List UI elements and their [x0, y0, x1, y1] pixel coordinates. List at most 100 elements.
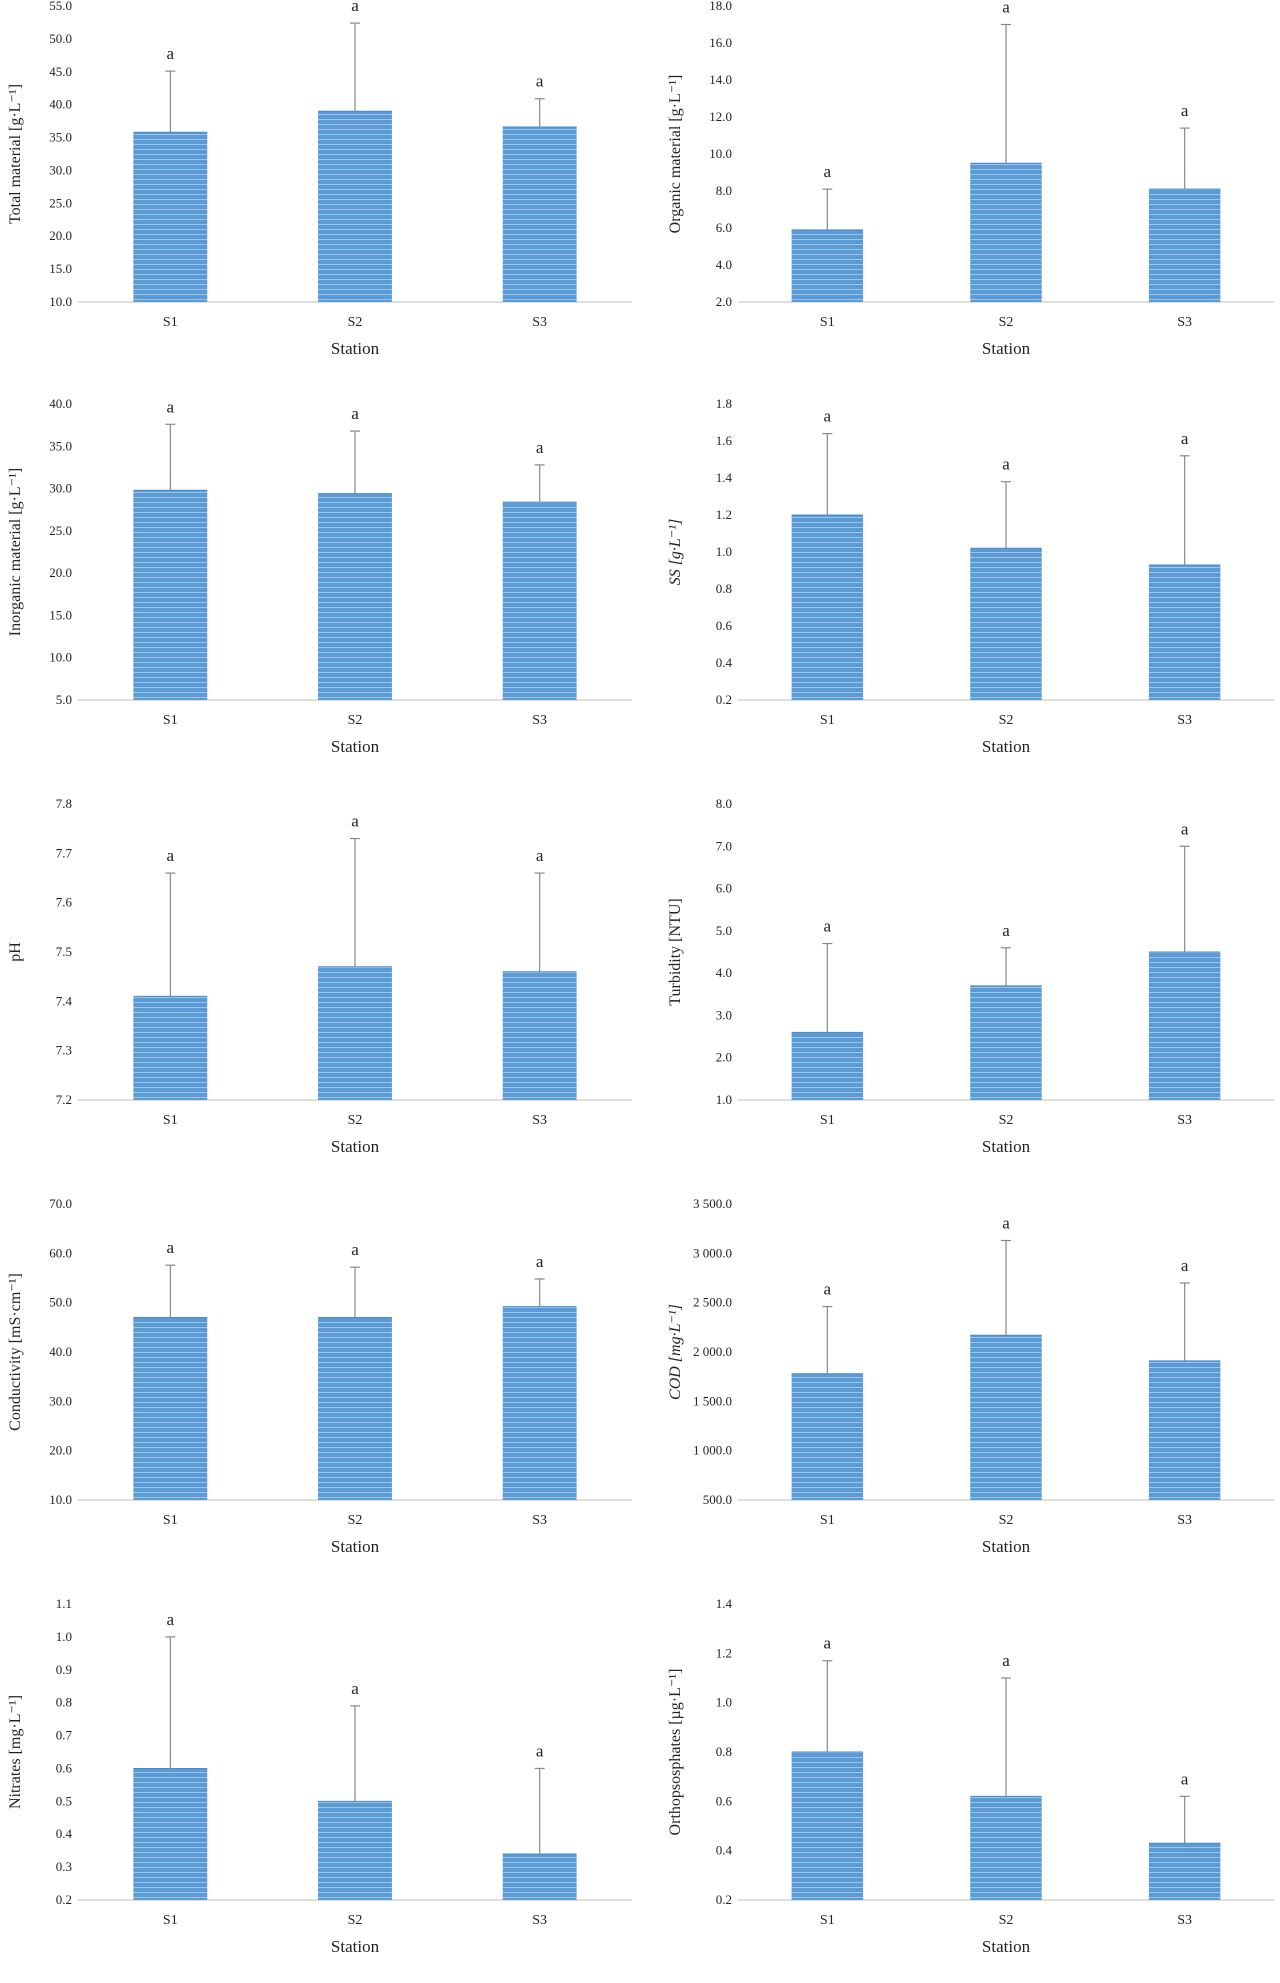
bar-s2	[318, 1317, 392, 1500]
significance-letter: a	[1181, 429, 1189, 448]
y-tick-label: 20.0	[49, 1443, 72, 1458]
y-tick-label: 0.3	[56, 1859, 72, 1874]
bar-s1	[133, 490, 208, 700]
x-category-label: S1	[820, 1913, 835, 1928]
y-tick-label: 7.2	[56, 1092, 72, 1107]
y-tick-label: 15.0	[49, 607, 72, 622]
y-tick-label: 1.0	[716, 1092, 732, 1107]
y-tick-label: 16.0	[709, 35, 732, 50]
y-tick-label: 1 500.0	[693, 1393, 732, 1408]
x-category-label: S3	[532, 315, 547, 330]
bar-s3	[502, 127, 577, 302]
bar-s1	[791, 1032, 864, 1100]
y-tick-label: 3 500.0	[693, 1198, 732, 1211]
chart-svg-3: 5.0 10.0 15.0 20.0 25.0 30.0 35.0 40.0 a S1 a S2 a S3…	[7, 396, 632, 756]
y-tick-label: 0.8	[716, 581, 732, 596]
y-tick-label: 18.0	[709, 0, 732, 13]
bar-s1	[791, 229, 864, 302]
significance-letter: a	[351, 812, 359, 831]
chart-panel-2: 2.0 4.0 6.0 8.0 10.0 12.0 14.0 16.0 18.0 a S1 a S2 a S…	[640, 0, 1280, 365]
y-tick-label: 2 000.0	[693, 1344, 732, 1359]
significance-letter: a	[536, 438, 544, 457]
y-tick-label: 14.0	[709, 72, 732, 87]
y-axis-title: Total material [g·L⁻¹]	[7, 84, 24, 224]
y-tick-label: 1.0	[56, 1629, 72, 1644]
y-axis-title: Turbidity [NTU]	[667, 898, 684, 1005]
chart-panel-5: 7.2 7.3 7.4 7.5 7.6 7.7 7.8 a S1 a S2 a S3 Station pH	[0, 796, 640, 1163]
y-tick-label: 7.6	[56, 895, 73, 910]
y-tick-label: 2.0	[716, 294, 732, 309]
y-tick-label: 55.0	[49, 0, 72, 13]
y-tick-label: 0.7	[56, 1728, 73, 1743]
significance-letter: a	[167, 398, 175, 416]
bar-s1	[791, 1373, 864, 1500]
significance-letter: a	[351, 404, 359, 423]
y-tick-label: 2 500.0	[693, 1295, 732, 1310]
chart-svg-6: 1.0 2.0 3.0 4.0 5.0 6.0 7.0 8.0 a S1 a S2 a S3 Station…	[667, 796, 1274, 1156]
significance-letter: a	[351, 1240, 359, 1259]
x-axis-title: Station	[982, 737, 1031, 756]
y-tick-label: 40.0	[49, 1344, 72, 1359]
y-tick-label: 70.0	[49, 1198, 72, 1211]
y-tick-label: 35.0	[49, 438, 72, 453]
x-category-label: S2	[999, 1113, 1014, 1128]
y-tick-label: 0.5	[56, 1793, 72, 1808]
chart-svg-4: 0.2 0.4 0.6 0.8 1.0 1.2 1.4 1.6 1.8 a S1 a S2 a S3 Stat…	[667, 396, 1274, 756]
x-category-label: S1	[820, 1513, 835, 1528]
bar-s3	[502, 1853, 577, 1900]
significance-letter: a	[824, 1634, 832, 1653]
x-category-label: S3	[532, 1113, 547, 1128]
x-axis-title: Station	[982, 1937, 1031, 1956]
significance-letter: a	[536, 846, 544, 865]
x-category-label: S2	[348, 713, 363, 728]
y-tick-label: 0.2	[56, 1892, 72, 1907]
x-category-label: S2	[999, 713, 1014, 728]
y-axis-title: SS [g·L⁻¹]	[667, 519, 684, 586]
x-category-label: S1	[163, 1513, 178, 1528]
bar-s3	[1148, 1360, 1221, 1500]
significance-letter: a	[1181, 819, 1189, 838]
significance-letter: a	[167, 846, 175, 865]
x-category-label: S2	[999, 1913, 1014, 1928]
significance-letter: a	[824, 917, 832, 936]
y-tick-label: 1.2	[716, 1645, 732, 1660]
chart-panel-10: 0.2 0.4 0.6 0.8 1.0 1.2 1.4 a S1 a S2 a S3 Station Ort…	[640, 1596, 1280, 1978]
y-tick-label: 1.0	[716, 544, 732, 559]
significance-letter: a	[824, 1280, 832, 1299]
y-axis-title: Organic material [g·L⁻¹]	[667, 75, 684, 234]
x-category-label: S2	[999, 315, 1014, 330]
bar-s3	[1148, 189, 1221, 302]
chart-panel-9: 0.2 0.3 0.4 0.5 0.6 0.7 0.8 0.9 1.0 1.1 a S1 a S2 a S3 S…	[0, 1596, 640, 1978]
x-category-label: S2	[348, 315, 363, 330]
y-tick-label: 20.0	[49, 565, 72, 580]
bar-s3	[502, 502, 577, 700]
y-tick-label: 40.0	[49, 97, 72, 112]
significance-letter: a	[1181, 1769, 1189, 1788]
x-category-label: S2	[348, 1113, 363, 1128]
y-tick-label: 1.4	[716, 1598, 733, 1611]
y-tick-label: 1.0	[716, 1695, 732, 1710]
significance-letter: a	[167, 1610, 175, 1629]
x-axis-title: Station	[331, 737, 380, 756]
y-tick-label: 30.0	[49, 162, 72, 177]
x-category-label: S3	[1177, 1113, 1192, 1128]
bar-s1	[133, 996, 208, 1100]
x-category-label: S3	[1177, 713, 1192, 728]
x-category-label: S2	[348, 1513, 363, 1528]
bar-s2	[970, 548, 1042, 700]
y-tick-label: 3 000.0	[693, 1245, 732, 1260]
x-category-label: S3	[1177, 315, 1192, 330]
y-tick-label: 0.6	[716, 1793, 733, 1808]
x-axis-title: Station	[982, 1537, 1031, 1556]
significance-letter: a	[167, 44, 175, 63]
bar-s2	[318, 111, 392, 302]
chart-panel-8: 500.0 1 000.0 1 500.0 2 000.0 2 500.0 3 000.0…	[640, 1196, 1280, 1563]
x-category-label: S2	[999, 1513, 1014, 1528]
significance-letter: a	[1181, 1256, 1189, 1275]
y-tick-label: 25.0	[49, 195, 72, 210]
y-tick-label: 7.7	[56, 845, 73, 860]
y-tick-label: 30.0	[49, 1393, 72, 1408]
significance-letter: a	[1002, 921, 1010, 940]
y-tick-label: 7.8	[56, 798, 72, 811]
